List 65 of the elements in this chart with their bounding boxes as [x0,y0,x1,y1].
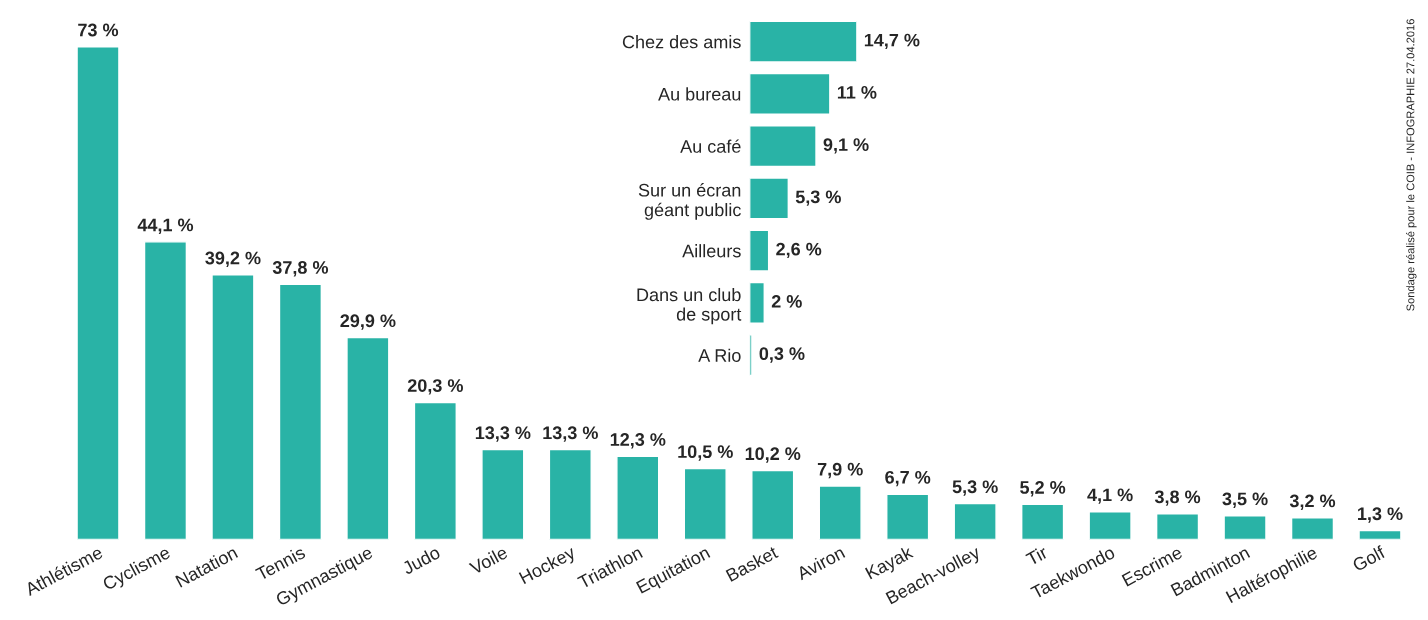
data-label: 20,3 % [407,379,463,395]
bar [548,448,592,540]
bar [1155,513,1200,540]
data-label: 2,6 % [776,242,822,259]
data-label: 29,9 % [340,314,396,330]
data-label: 12,3 % [610,433,666,449]
text: Sondage réalisé pour le COIB - INFOGRAPHIE 27.04.2016 [1406,19,1417,311]
bar [749,281,765,324]
data-label: 73 % [78,23,119,37]
data-label: 3,2 % [1289,494,1336,510]
bar [278,283,323,540]
data-label: 10,2 % [745,447,801,463]
y-tick-label: A Rio [698,348,741,362]
data-label: 5,2 % [1020,481,1066,497]
x-tick-label: Judo [401,545,441,575]
data-label: 14,7 % [864,33,920,50]
y-tick-label: Chez des amis [622,35,741,49]
x-tick-label: Voile [468,545,509,576]
bar [76,46,120,540]
bar [413,401,457,540]
data-label: 3,5 % [1222,492,1268,508]
data-label: 10,5 % [678,445,733,461]
data-label: 5,3 % [795,190,841,206]
y-tick-label: Au café [680,139,741,153]
bar [818,485,862,540]
bar [1358,529,1402,540]
y-tick-label: Dans un club de sport [637,287,742,325]
bar [683,467,727,540]
bar [481,448,525,540]
data-label: 3,8 % [1154,490,1201,506]
data-label: 9,1 % [823,138,869,154]
bar [1021,503,1065,540]
bar [1088,511,1132,540]
data-label: 39,2 % [205,251,261,268]
bar [749,72,831,115]
data-label: 2 % [771,294,802,308]
data-label: 4,1 % [1087,488,1133,504]
bar [886,493,930,540]
data-label: 44,1 % [137,218,194,234]
x-tick-label: Golf [1351,544,1387,572]
bar [616,455,660,540]
data-label: 0,3 % [759,347,805,363]
bar [749,20,857,63]
bar [211,274,255,540]
bar [749,125,817,168]
data-label: 13,3 % [475,426,531,442]
bar [143,241,188,540]
bar [749,334,753,377]
bar [749,229,770,272]
bar [749,177,790,220]
data-label: 11 % [837,85,877,99]
data-label: 1,3 % [1358,507,1403,523]
bar [1290,517,1335,540]
y-tick-label: Au bureau [658,87,741,101]
data-label: 7,9 % [817,462,863,479]
data-label: 5,3 % [952,480,998,496]
data-label: 37,8 % [272,261,329,277]
bar [1223,515,1267,540]
bar [751,469,795,540]
data-label: 13,3 % [543,426,598,442]
data-label: 6,7 % [885,470,931,487]
bar [953,502,997,540]
y-tick-label: Sur un écran géant public [638,183,741,220]
y-tick-label: Ailleurs [682,244,741,258]
bar [346,336,390,540]
